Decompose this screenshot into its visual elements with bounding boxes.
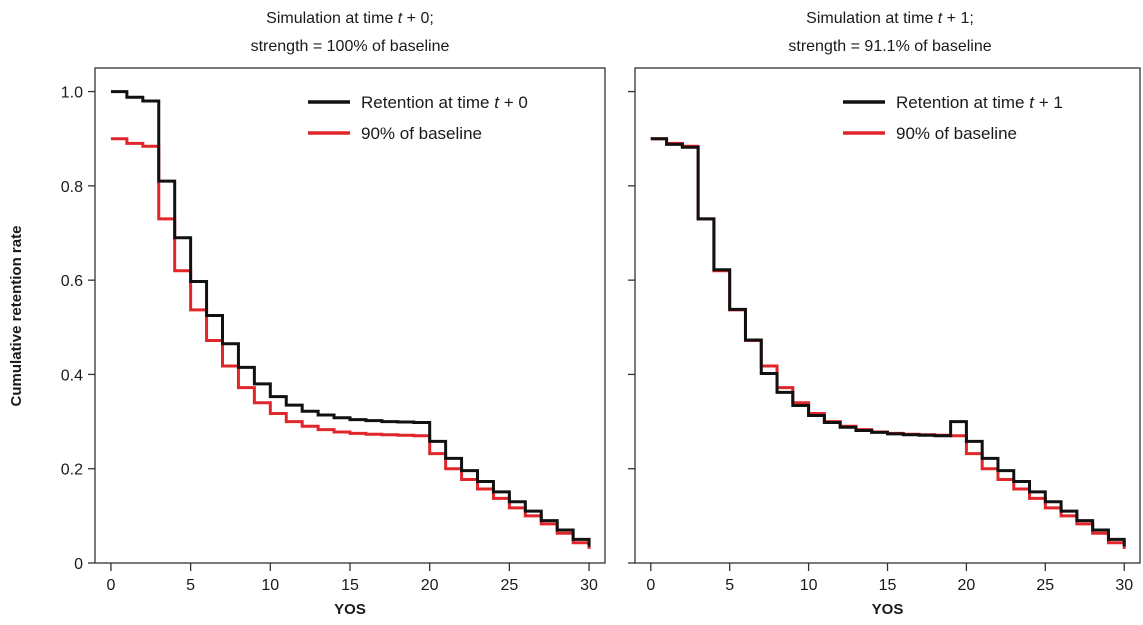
x-tick-label: 30	[580, 577, 598, 594]
x-tick-label: 0	[106, 577, 115, 594]
x-tick-label: 10	[261, 577, 279, 594]
x-axis-title: YOS	[334, 601, 366, 618]
x-tick-label: 5	[186, 577, 195, 594]
y-tick-label: 0.6	[61, 273, 83, 290]
x-tick-label: 15	[879, 577, 897, 594]
x-tick-label: 25	[1036, 577, 1054, 594]
series-line	[650, 137, 1126, 549]
chart-title-line-1: Simulation at time t + 1;	[806, 10, 974, 27]
x-tick-label: 0	[646, 577, 655, 594]
series-line	[650, 137, 1126, 547]
legend-label: 90% of baseline	[361, 124, 482, 143]
chart-title-line-1: Simulation at time t + 0;	[266, 10, 434, 27]
y-tick-label: 0.2	[61, 462, 83, 479]
series-line	[110, 90, 591, 547]
legend-label: Retention at time t + 0	[361, 93, 528, 112]
chart-title-line-2: strength = 91.1% of baseline	[788, 38, 991, 55]
y-tick-label: 0.8	[61, 179, 83, 196]
y-tick-label: 1.0	[61, 85, 83, 102]
legend-label: 90% of baseline	[896, 124, 1017, 143]
x-axis-title: YOS	[872, 601, 904, 618]
y-axis-title: Cumulative retention rate	[8, 226, 25, 407]
legend-label: Retention at time t + 1	[896, 93, 1063, 112]
x-tick-label: 15	[341, 577, 359, 594]
x-tick-label: 5	[725, 577, 734, 594]
y-tick-label: 0.4	[61, 367, 83, 384]
plot-frame	[94, 67, 606, 564]
chart-title-line-2: strength = 100% of baseline	[251, 38, 450, 55]
plot-frame	[634, 67, 1141, 564]
x-tick-label: 30	[1115, 577, 1133, 594]
x-tick-label: 25	[500, 577, 518, 594]
series-line	[110, 137, 591, 549]
x-tick-label: 20	[421, 577, 439, 594]
right-panel: Simulation at time t + 1; strength = 91.1…	[628, 10, 1141, 618]
x-tick-label: 10	[800, 577, 818, 594]
x-tick-label: 20	[958, 577, 976, 594]
left-panel: Simulation at time t + 0; strength = 100%…	[61, 10, 606, 618]
y-tick-label: 0	[74, 556, 83, 573]
